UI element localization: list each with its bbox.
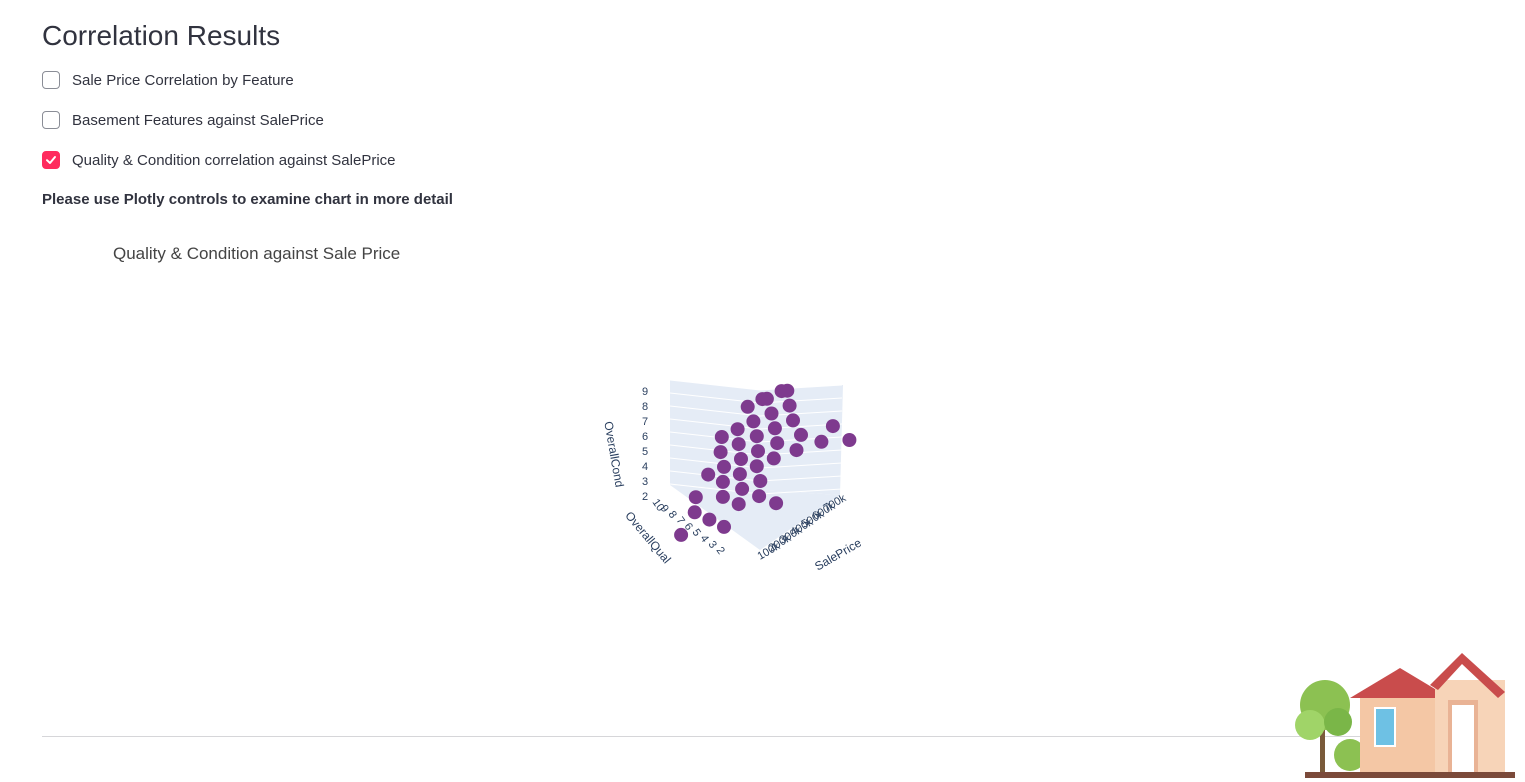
- data-point[interactable]: [767, 421, 782, 436]
- y-tick-label: 2: [714, 545, 727, 557]
- data-point[interactable]: [770, 436, 785, 451]
- gridline: [669, 405, 761, 417]
- gridline: [759, 384, 843, 391]
- data-point[interactable]: [749, 429, 764, 444]
- y-tick-label: 4: [698, 533, 711, 545]
- y-tick-label: 5: [690, 527, 703, 539]
- data-point[interactable]: [814, 434, 829, 449]
- data-point[interactable]: [688, 490, 703, 505]
- checkbox-box-checked[interactable]: [42, 151, 60, 169]
- z-tick-label: 3: [642, 476, 648, 488]
- data-point[interactable]: [842, 433, 857, 447]
- data-point[interactable]: [717, 459, 731, 474]
- data-point[interactable]: [753, 474, 768, 488]
- data-point[interactable]: [702, 512, 717, 527]
- gridline: [669, 379, 761, 391]
- data-point[interactable]: [732, 467, 747, 482]
- data-point[interactable]: [752, 489, 767, 504]
- data-point[interactable]: [715, 489, 730, 504]
- data-point[interactable]: [751, 444, 765, 459]
- z-tick-label: 8: [642, 401, 648, 413]
- y-tick-label: 10: [650, 497, 667, 514]
- data-point[interactable]: [780, 383, 795, 398]
- data-point[interactable]: [740, 399, 755, 414]
- data-point[interactable]: [786, 413, 800, 428]
- checkbox-label: Sale Price Correlation by Feature: [72, 71, 294, 89]
- data-point[interactable]: [734, 452, 748, 466]
- page-title: Correlation Results: [42, 20, 281, 51]
- data-point[interactable]: [769, 496, 784, 511]
- gridline: [759, 462, 843, 469]
- data-point[interactable]: [766, 451, 781, 466]
- data-point[interactable]: [715, 474, 730, 489]
- z-tick-label: 4: [642, 461, 648, 473]
- checkbox-sale-price-correlation[interactable]: Sale Price Correlation by Feature: [42, 71, 294, 89]
- x-axis-label: SalePrice: [812, 535, 864, 573]
- y-tick-label: 6: [682, 521, 695, 533]
- checkbox-quality-condition[interactable]: Quality & Condition correlation against …: [42, 151, 396, 169]
- y-tick-label: 7: [674, 515, 687, 527]
- y-tick-label: 8: [666, 509, 679, 521]
- data-point[interactable]: [717, 519, 731, 534]
- gridline: [759, 397, 843, 404]
- data-point[interactable]: [687, 505, 702, 520]
- house-roof: [1350, 668, 1450, 698]
- gridline: [759, 488, 843, 495]
- data-points[interactable]: [674, 383, 857, 542]
- checkbox-box[interactable]: [42, 71, 60, 89]
- data-point[interactable]: [714, 430, 729, 444]
- data-point[interactable]: [731, 437, 746, 452]
- z-tick-label: 7: [642, 416, 648, 428]
- data-point[interactable]: [789, 443, 804, 458]
- data-point[interactable]: [735, 481, 750, 496]
- gridline: [669, 457, 761, 469]
- data-point[interactable]: [701, 467, 716, 482]
- divider: [42, 736, 1462, 737]
- data-point[interactable]: [746, 414, 761, 429]
- data-point[interactable]: [674, 527, 689, 542]
- z-tick-label: 2: [642, 491, 648, 503]
- data-point[interactable]: [731, 497, 746, 512]
- gridline: [669, 418, 761, 430]
- y-axis-label: OverallQual: [622, 509, 673, 567]
- y-tick-label: 3: [706, 539, 719, 551]
- y-tick-label: 9: [658, 503, 671, 515]
- z-axis-label: OverallCond: [601, 420, 626, 488]
- data-point[interactable]: [764, 406, 779, 421]
- data-point[interactable]: [825, 419, 840, 434]
- data-point[interactable]: [782, 398, 797, 413]
- checkbox-box[interactable]: [42, 111, 60, 129]
- window-icon: [1374, 707, 1396, 747]
- data-point[interactable]: [759, 391, 774, 406]
- house-illustration: [1295, 653, 1515, 778]
- data-point[interactable]: [749, 459, 764, 474]
- gridline: [759, 475, 843, 482]
- z-tick-label: 5: [642, 446, 648, 458]
- scene-floor: [670, 485, 840, 550]
- data-point[interactable]: [730, 422, 745, 437]
- checkbox-basement-features[interactable]: Basement Features against SalePrice: [42, 111, 324, 129]
- checkbox-label: Basement Features against SalePrice: [72, 111, 324, 129]
- plotly-instructions: Please use Plotly controls to examine ch…: [42, 191, 453, 208]
- checkmark-icon: [46, 156, 56, 164]
- data-point[interactable]: [794, 427, 808, 442]
- chart-title: Quality & Condition against Sale Price: [113, 244, 401, 263]
- door-icon: [1452, 705, 1474, 773]
- checkbox-label: Quality & Condition correlation against …: [72, 151, 396, 169]
- z-tick-label: 6: [642, 431, 648, 443]
- data-point[interactable]: [713, 445, 728, 460]
- tree-trunk: [1320, 730, 1325, 775]
- z-tick-label: 9: [642, 386, 648, 398]
